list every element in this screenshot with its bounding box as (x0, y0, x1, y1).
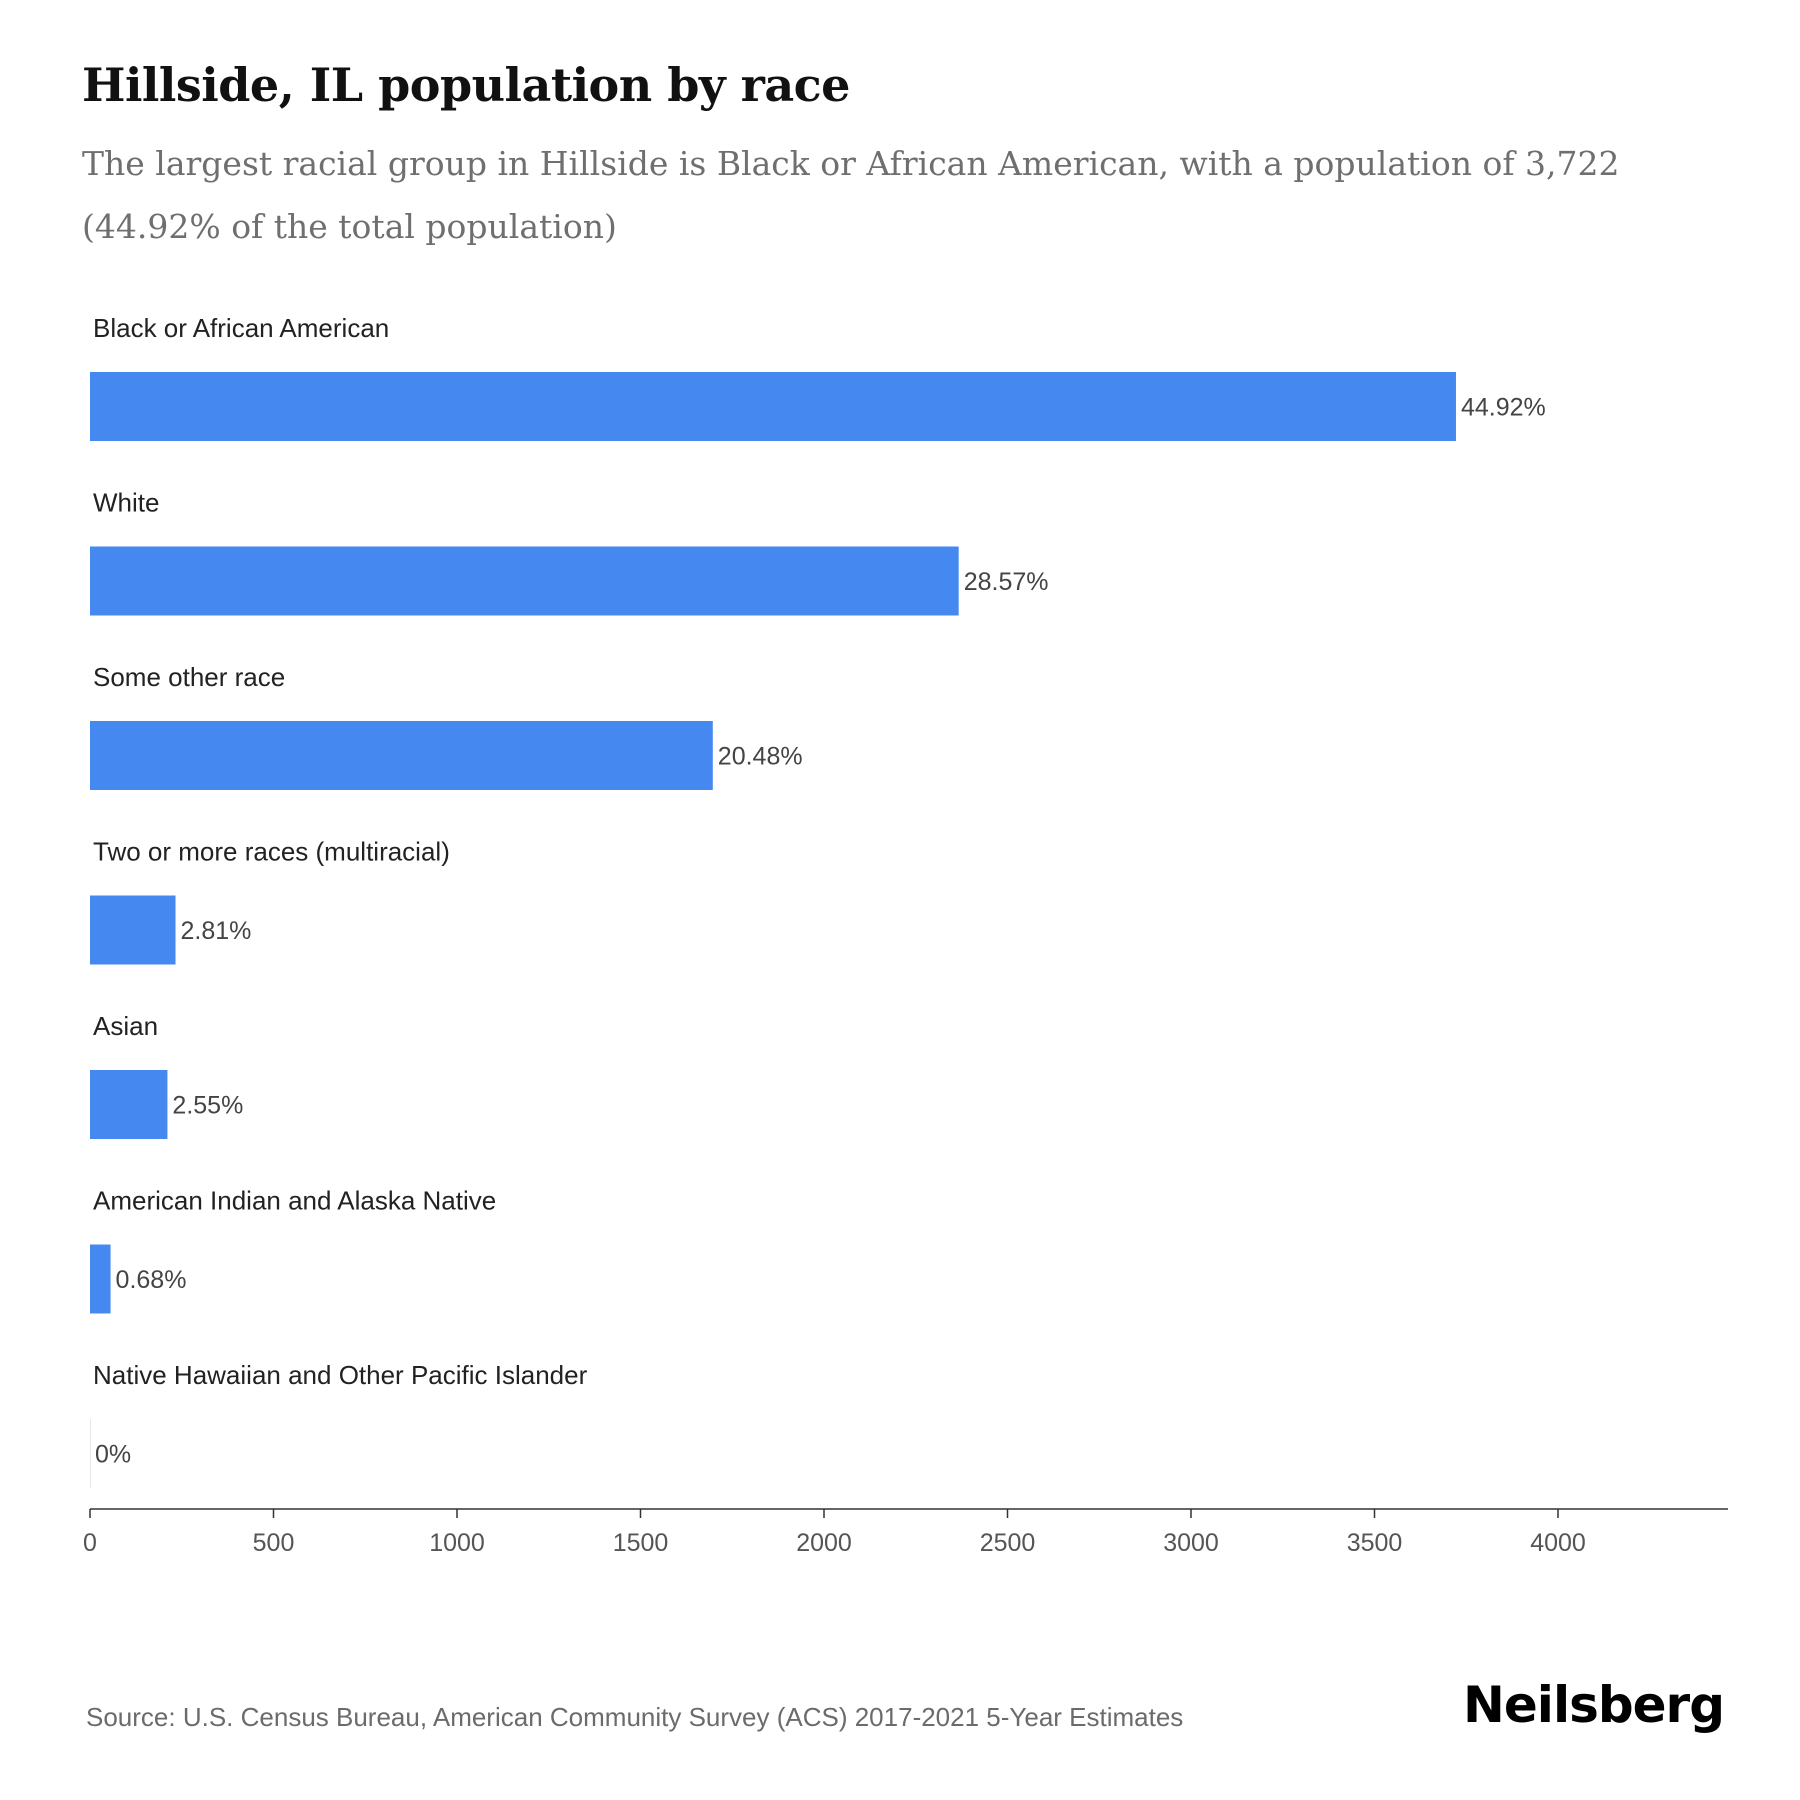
category-label: Native Hawaiian and Other Pacific Island… (93, 1360, 588, 1390)
category-label: Some other race (93, 662, 285, 692)
x-tick-label: 2000 (796, 1529, 852, 1557)
x-tick-label: 2500 (980, 1529, 1036, 1557)
x-tick-label: 1500 (613, 1529, 669, 1557)
value-label: 20.48% (718, 743, 803, 771)
source-note: Source: U.S. Census Bureau, American Com… (86, 1702, 1184, 1732)
bar (90, 546, 959, 616)
bar (90, 895, 176, 965)
bar (90, 721, 713, 790)
category-label: Two or more races (multiracial) (93, 837, 450, 867)
x-tick-label: 3000 (1163, 1529, 1219, 1557)
category-label: Asian (93, 1011, 158, 1041)
chart-title: Hillside, IL population by race (82, 58, 850, 112)
brand-logo: Neilsberg (1463, 1676, 1725, 1734)
bar (90, 372, 1456, 441)
value-label: 0% (95, 1441, 131, 1469)
value-label: 44.92% (1461, 394, 1546, 422)
x-tick-label: 3500 (1347, 1529, 1403, 1557)
x-tick-label: 500 (253, 1529, 295, 1557)
category-label: Black or African American (93, 313, 389, 343)
value-label: 0.68% (116, 1266, 187, 1294)
bar (90, 1070, 168, 1139)
chart-subtitle: The largest racial group in Hillside is … (82, 144, 1620, 246)
value-label: 2.81% (181, 917, 252, 945)
bar (90, 1244, 111, 1314)
category-label: White (93, 488, 159, 518)
value-label: 2.55% (172, 1092, 243, 1120)
x-tick-label: 1000 (429, 1529, 485, 1557)
category-label: American Indian and Alaska Native (93, 1186, 496, 1216)
x-tick-label: 4000 (1530, 1529, 1586, 1557)
value-label: 28.57% (964, 568, 1049, 596)
x-tick-label: 0 (83, 1529, 97, 1557)
